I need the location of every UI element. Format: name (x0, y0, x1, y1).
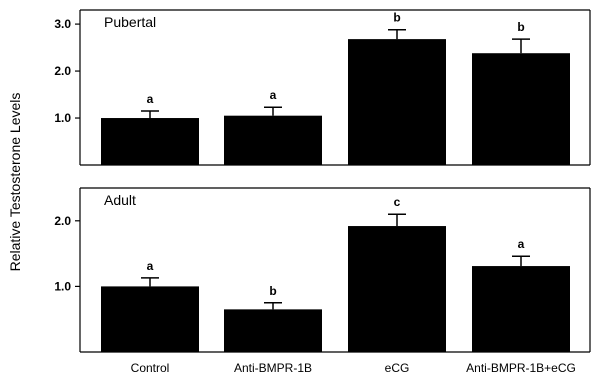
panel-2-bar-3 (348, 226, 446, 352)
panel-1: Pubertal 1.0 2.0 3.0 a a b b (54, 9, 591, 166)
panel-1-significance-1: a (147, 92, 154, 106)
panel-2-bar-1 (101, 286, 199, 352)
panel-1-bar-1 (101, 118, 199, 165)
panel-2: Adult 1.0 2.0 a b c a (54, 187, 591, 353)
panel-1-significance-2: a (270, 88, 277, 102)
panel-1-title: Pubertal (104, 14, 156, 30)
x-category-label-4: Anti-BMPR-1B+eCG (466, 361, 576, 375)
x-category-label-3: eCG (385, 361, 410, 375)
panel-2-ytick-label: 1.0 (54, 279, 71, 293)
panel-1-ytick-label: 3.0 (54, 17, 71, 31)
panel-2-bar-2 (224, 309, 322, 352)
panel-1-ytick-label: 2.0 (54, 64, 71, 78)
x-category-label-2: Anti-BMPR-1B (234, 361, 312, 375)
panel-1-significance-3: b (393, 11, 400, 25)
panel-1-bar-2 (224, 115, 322, 165)
panel-2-bar-4 (472, 266, 570, 352)
x-axis-category-labels: Control Anti-BMPR-1B eCG Anti-BMPR-1B+eCG (131, 361, 576, 375)
panel-2-significance-1: a (147, 259, 154, 273)
y-axis-title: Relative Testosterone Levels (7, 93, 23, 272)
panel-1-ytick-label: 1.0 (54, 111, 71, 125)
panel-2-ytick-label: 2.0 (54, 214, 71, 228)
panel-2-significance-2: b (269, 284, 276, 298)
panel-1-bar-4 (472, 53, 570, 165)
panel-2-significance-4: a (518, 237, 525, 251)
panel-1-bar-3 (348, 39, 446, 165)
panel-2-significance-3: c (394, 195, 401, 209)
x-category-label-1: Control (131, 361, 170, 375)
panel-1-significance-4: b (517, 20, 524, 34)
chart-panels: Pubertal 1.0 2.0 3.0 a a b b Adult 1.0 2.0 a b c a (54, 9, 591, 353)
panel-2-title: Adult (104, 192, 136, 208)
